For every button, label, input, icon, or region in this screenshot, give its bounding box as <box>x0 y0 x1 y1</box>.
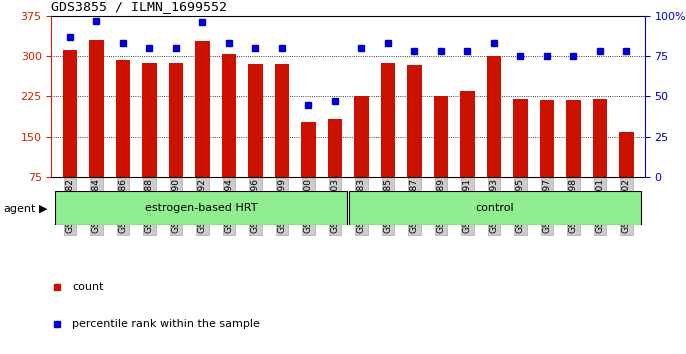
Bar <box>274 64 289 177</box>
Bar <box>116 60 130 177</box>
Bar <box>354 96 368 177</box>
Bar <box>460 91 475 177</box>
Bar <box>486 56 501 177</box>
Bar <box>248 64 263 177</box>
Bar <box>513 99 528 177</box>
Bar <box>56 191 347 225</box>
Bar <box>434 96 448 177</box>
Bar <box>222 53 236 177</box>
Bar <box>381 63 395 177</box>
Bar <box>301 122 316 177</box>
Text: percentile rank within the sample: percentile rank within the sample <box>72 319 260 329</box>
Bar <box>89 40 104 177</box>
Bar <box>169 63 183 177</box>
Bar <box>349 191 641 225</box>
Text: control: control <box>476 203 514 213</box>
Bar <box>62 50 78 177</box>
Bar <box>407 65 422 177</box>
Bar <box>593 99 607 177</box>
Bar <box>195 41 210 177</box>
Text: estrogen-based HRT: estrogen-based HRT <box>145 203 257 213</box>
Text: ▶: ▶ <box>39 204 47 214</box>
Text: count: count <box>72 282 104 292</box>
Text: GDS3855 / ILMN_1699552: GDS3855 / ILMN_1699552 <box>51 0 228 13</box>
Bar <box>619 132 634 177</box>
Text: agent: agent <box>3 204 36 214</box>
Bar <box>142 63 156 177</box>
Bar <box>328 119 342 177</box>
Bar <box>566 100 580 177</box>
Bar <box>540 100 554 177</box>
